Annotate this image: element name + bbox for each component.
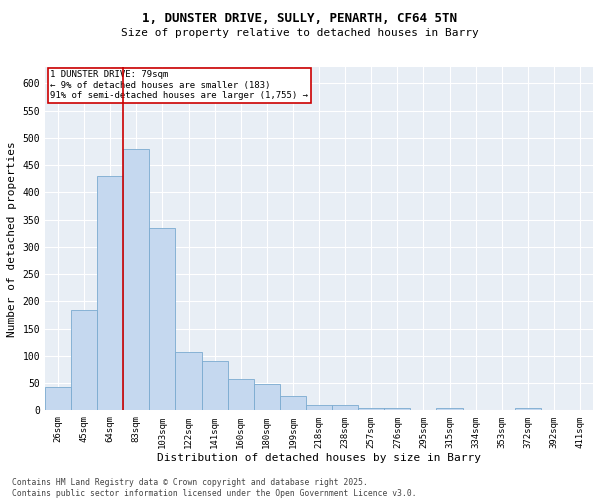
Bar <box>175 352 202 410</box>
Bar <box>306 405 332 410</box>
Text: Contains HM Land Registry data © Crown copyright and database right 2025.
Contai: Contains HM Land Registry data © Crown c… <box>12 478 416 498</box>
Bar <box>280 396 306 410</box>
Bar <box>71 310 97 410</box>
Bar <box>332 405 358 410</box>
Bar <box>515 408 541 410</box>
Bar <box>45 388 71 410</box>
Bar <box>358 408 384 410</box>
Bar <box>227 379 254 410</box>
Bar <box>97 176 123 410</box>
Bar <box>202 362 227 410</box>
Bar <box>254 384 280 410</box>
Bar <box>384 408 410 410</box>
Text: 1, DUNSTER DRIVE, SULLY, PENARTH, CF64 5TN: 1, DUNSTER DRIVE, SULLY, PENARTH, CF64 5… <box>143 12 458 26</box>
Bar <box>123 148 149 410</box>
Text: 1 DUNSTER DRIVE: 79sqm
← 9% of detached houses are smaller (183)
91% of semi-det: 1 DUNSTER DRIVE: 79sqm ← 9% of detached … <box>50 70 308 100</box>
Bar <box>149 228 175 410</box>
X-axis label: Distribution of detached houses by size in Barry: Distribution of detached houses by size … <box>157 453 481 463</box>
Y-axis label: Number of detached properties: Number of detached properties <box>7 141 17 336</box>
Bar <box>436 408 463 410</box>
Text: Size of property relative to detached houses in Barry: Size of property relative to detached ho… <box>121 28 479 38</box>
